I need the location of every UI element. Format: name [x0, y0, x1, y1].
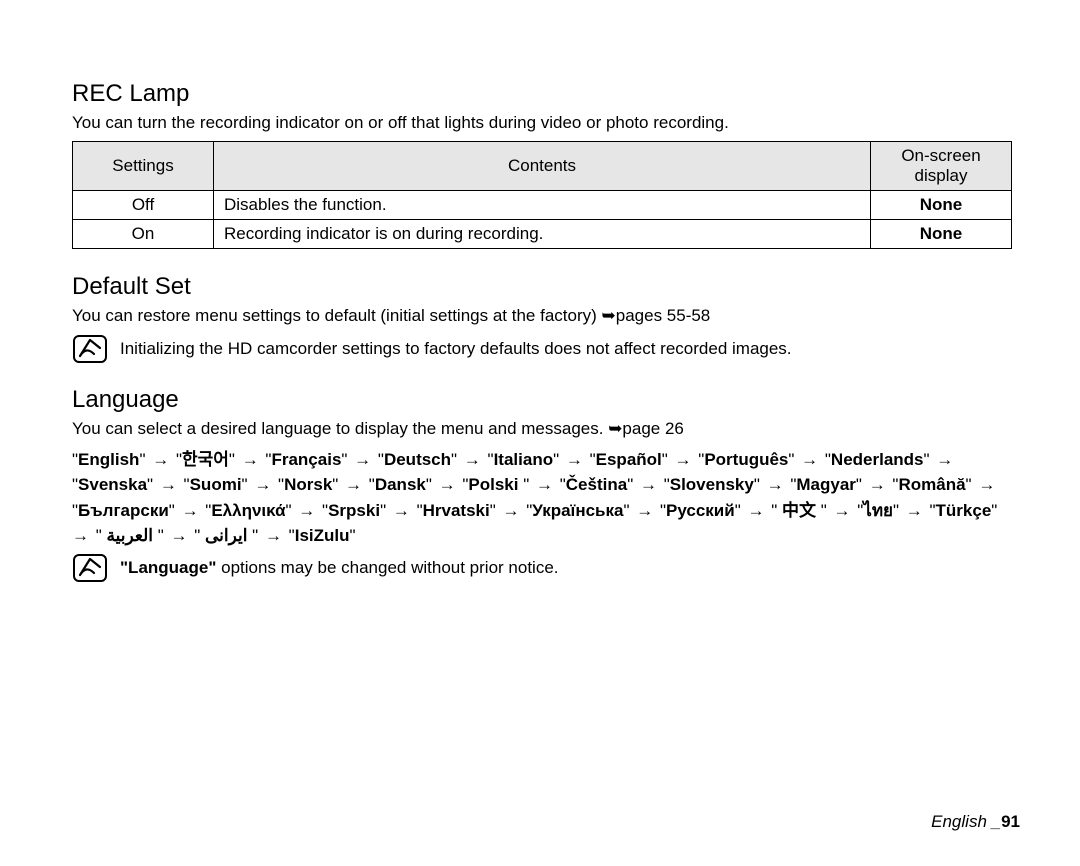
- cell-content: Recording indicator is on during recordi…: [214, 219, 871, 248]
- language-item: "Български": [72, 501, 175, 520]
- language-item: "Norsk": [278, 475, 338, 494]
- th-osd: On-screen display: [871, 141, 1012, 190]
- language-item: " 中文 ": [771, 501, 827, 520]
- arrow-icon: →: [258, 526, 288, 545]
- language-item: "Español": [590, 450, 668, 469]
- cell-osd: None: [871, 190, 1012, 219]
- language-title: Language: [72, 386, 1020, 414]
- arrow-icon: →: [347, 450, 377, 469]
- arrow-icon: →: [794, 450, 824, 469]
- cell-setting: Off: [73, 190, 214, 219]
- language-note-bold: "Language": [120, 558, 216, 577]
- language-item: "Türkçe": [929, 501, 997, 520]
- language-item: "Polski ": [462, 475, 529, 494]
- note-icon: [72, 334, 108, 364]
- th-osd-line2: display: [915, 166, 968, 185]
- default-set-ref: ➥pages 55-58: [602, 306, 711, 325]
- arrow-icon: →: [741, 501, 771, 520]
- language-desc: You can select a desired language to dis…: [72, 418, 1020, 441]
- language-item: "Hrvatski": [417, 501, 496, 520]
- th-settings: Settings: [73, 141, 214, 190]
- arrow-icon: →: [248, 475, 278, 494]
- cell-osd: None: [871, 219, 1012, 248]
- language-item: "Svenska": [72, 475, 153, 494]
- footer-page: 91: [1001, 812, 1020, 831]
- arrow-icon: →: [496, 501, 526, 520]
- rec-lamp-desc: You can turn the recording indicator on …: [72, 112, 1020, 135]
- language-item: "Română": [892, 475, 971, 494]
- language-item: "Suomi": [184, 475, 248, 494]
- arrow-icon: →: [630, 501, 660, 520]
- language-item: "Русский": [660, 501, 741, 520]
- th-osd-line1: On-screen: [901, 146, 980, 165]
- language-item: "Deutsch": [378, 450, 457, 469]
- language-item: "Українська": [526, 501, 629, 520]
- language-note-rest: options may be changed without prior not…: [216, 558, 558, 577]
- arrow-icon: →: [235, 450, 265, 469]
- language-item: "Nederlands": [825, 450, 930, 469]
- language-item: "Dansk": [369, 475, 432, 494]
- arrow-icon: →: [338, 475, 368, 494]
- footer-lang: English _: [931, 812, 1001, 831]
- language-item: "ไทย": [857, 501, 899, 520]
- arrow-icon: →: [175, 501, 205, 520]
- arrow-icon: →: [760, 475, 790, 494]
- language-ref: ➥page 26: [608, 419, 684, 438]
- arrow-icon: →: [827, 501, 857, 520]
- language-item: "Français": [265, 450, 347, 469]
- arrow-icon: →: [386, 501, 416, 520]
- language-item: "IsiZulu": [289, 526, 356, 545]
- rec-lamp-title: REC Lamp: [72, 80, 1020, 108]
- language-item: "Ελληνικά": [205, 501, 291, 520]
- language-item: "Italiano": [488, 450, 560, 469]
- note-icon: [72, 553, 108, 583]
- arrow-icon: →: [930, 450, 956, 469]
- default-set-desc: You can restore menu settings to default…: [72, 305, 1020, 328]
- language-item: "Slovensky": [664, 475, 760, 494]
- th-contents: Contents: [214, 141, 871, 190]
- arrow-icon: →: [972, 475, 998, 494]
- language-list: "English" → "한국어" → "Français" → "Deutsc…: [72, 447, 1020, 549]
- default-set-desc-pre: You can restore menu settings to default…: [72, 306, 602, 325]
- arrow-icon: →: [668, 450, 698, 469]
- arrow-icon: →: [164, 526, 194, 545]
- rec-lamp-table: Settings Contents On-screen display Off …: [72, 141, 1012, 249]
- default-set-note: Initializing the HD camcorder settings t…: [120, 334, 792, 361]
- language-item: "한국어": [176, 450, 235, 469]
- language-item: "English": [72, 450, 146, 469]
- cell-content: Disables the function.: [214, 190, 871, 219]
- arrow-icon: →: [457, 450, 487, 469]
- arrow-icon: →: [633, 475, 663, 494]
- arrow-icon: →: [529, 475, 559, 494]
- arrow-icon: →: [559, 450, 589, 469]
- language-note: "Language" options may be changed withou…: [120, 553, 559, 580]
- arrow-icon: →: [432, 475, 462, 494]
- cell-setting: On: [73, 219, 214, 248]
- default-set-title: Default Set: [72, 273, 1020, 301]
- arrow-icon: →: [153, 475, 183, 494]
- arrow-icon: →: [146, 450, 176, 469]
- table-row: On Recording indicator is on during reco…: [73, 219, 1012, 248]
- arrow-icon: →: [899, 501, 929, 520]
- arrow-icon: →: [292, 501, 322, 520]
- language-item: "Magyar": [790, 475, 862, 494]
- language-item: "Srpski": [322, 501, 386, 520]
- language-item: "Čeština": [560, 475, 634, 494]
- language-desc-pre: You can select a desired language to dis…: [72, 419, 608, 438]
- language-item: "Português": [698, 450, 794, 469]
- table-row: Off Disables the function. None: [73, 190, 1012, 219]
- arrow-icon: →: [862, 475, 892, 494]
- page-footer: English _91: [931, 812, 1020, 832]
